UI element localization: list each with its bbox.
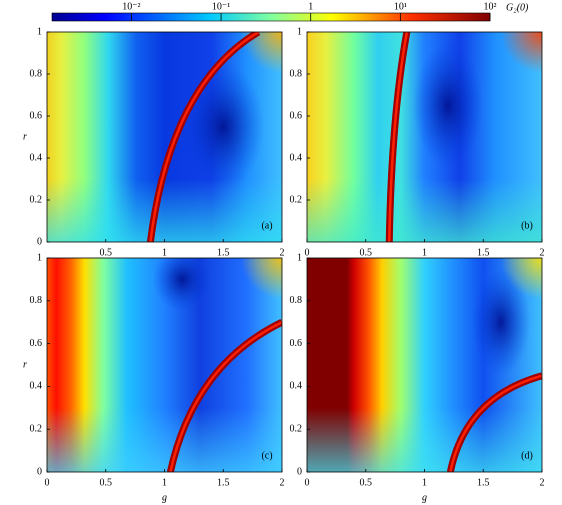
x-tick-label: 2	[540, 247, 545, 258]
x-axis-label: g	[162, 492, 167, 503]
x-tick-label: 1.5	[477, 247, 490, 258]
panel-label: (b)	[521, 220, 533, 231]
y-tick-label: 0.2	[290, 194, 303, 205]
heatmap-corner	[500, 258, 542, 300]
x-tick-label: 1	[162, 247, 167, 258]
y-tick-label: 0.8	[290, 295, 303, 306]
panel-label: (d)	[521, 450, 533, 461]
heatmap-bottom-band	[307, 258, 542, 472]
colorbar-tick-label: 1	[308, 1, 313, 12]
y-tick-label: 0.2	[30, 194, 43, 205]
heatmap	[47, 32, 282, 242]
x-tick-label: 0	[305, 477, 310, 488]
y-axis-label: r	[23, 359, 27, 370]
x-tick-label: 0.5	[100, 247, 113, 258]
y-tick-label: 0.2	[30, 423, 43, 434]
panel-label: (a)	[261, 220, 272, 231]
colorbar-tick-label: 10²	[484, 1, 497, 12]
y-tick-label: 0.4	[30, 152, 43, 163]
x-tick-label: 0.5	[100, 477, 113, 488]
y-tick-label: 1	[297, 252, 302, 263]
x-tick-label: 0	[305, 247, 310, 258]
y-tick-label: 0.8	[30, 68, 43, 79]
heatmap	[307, 258, 542, 472]
colorbar-tick-label: 10¹	[394, 1, 407, 12]
heatmap-bottom-band	[47, 258, 282, 472]
x-tick-label: 2	[280, 247, 285, 258]
resonance-core	[169, 321, 282, 472]
heatmap-corner	[240, 32, 282, 74]
y-tick-label: 0.8	[290, 68, 303, 79]
heatmap-bottom-band	[307, 32, 542, 242]
y-tick-label: 0.8	[30, 295, 43, 306]
x-tick-label: 0.5	[360, 247, 373, 258]
x-tick-label: 1.5	[477, 477, 490, 488]
heatmap	[307, 32, 542, 242]
y-tick-label: 0.6	[290, 338, 303, 349]
y-tick-label: 0	[37, 236, 42, 247]
x-tick-label: 0	[45, 477, 50, 488]
resonance-core	[149, 32, 260, 242]
heatmap-corner	[500, 32, 542, 74]
y-axis-label: r	[23, 131, 27, 142]
y-tick-label: 0.6	[30, 110, 43, 121]
y-tick-label: 0	[37, 466, 42, 477]
resonance-core	[388, 32, 409, 242]
colorbar	[51, 12, 491, 22]
y-tick-label: 0.4	[290, 381, 303, 392]
y-tick-label: 1	[297, 26, 302, 37]
panel-label: (c)	[261, 450, 272, 461]
x-tick-label: 1.5	[217, 247, 230, 258]
heatmap	[47, 258, 282, 472]
y-tick-label: 0.6	[30, 338, 43, 349]
colorbar-label: G₂(0)	[506, 2, 529, 13]
colorbar-tick-label: 10⁻¹	[212, 1, 230, 12]
y-tick-label: 0.6	[290, 110, 303, 121]
x-axis-label: g	[422, 492, 427, 503]
y-tick-label: 0.4	[290, 152, 303, 163]
resonance-core	[449, 374, 542, 472]
heatmap-bottom-band	[47, 32, 282, 242]
x-tick-label: 1	[422, 247, 427, 258]
x-tick-label: 1.5	[217, 477, 230, 488]
x-tick-label: 2	[280, 477, 285, 488]
y-tick-label: 0	[297, 466, 302, 477]
y-tick-label: 0.2	[290, 423, 303, 434]
y-tick-label: 1	[37, 252, 42, 263]
x-tick-label: 1	[422, 477, 427, 488]
x-tick-label: 0.5	[360, 477, 373, 488]
heatmap-corner	[240, 258, 282, 300]
x-tick-label: 2	[540, 477, 545, 488]
y-tick-label: 1	[37, 26, 42, 37]
y-tick-label: 0.4	[30, 381, 43, 392]
colorbar-tick-label: 10⁻²	[122, 1, 140, 12]
x-tick-label: 1	[162, 477, 167, 488]
